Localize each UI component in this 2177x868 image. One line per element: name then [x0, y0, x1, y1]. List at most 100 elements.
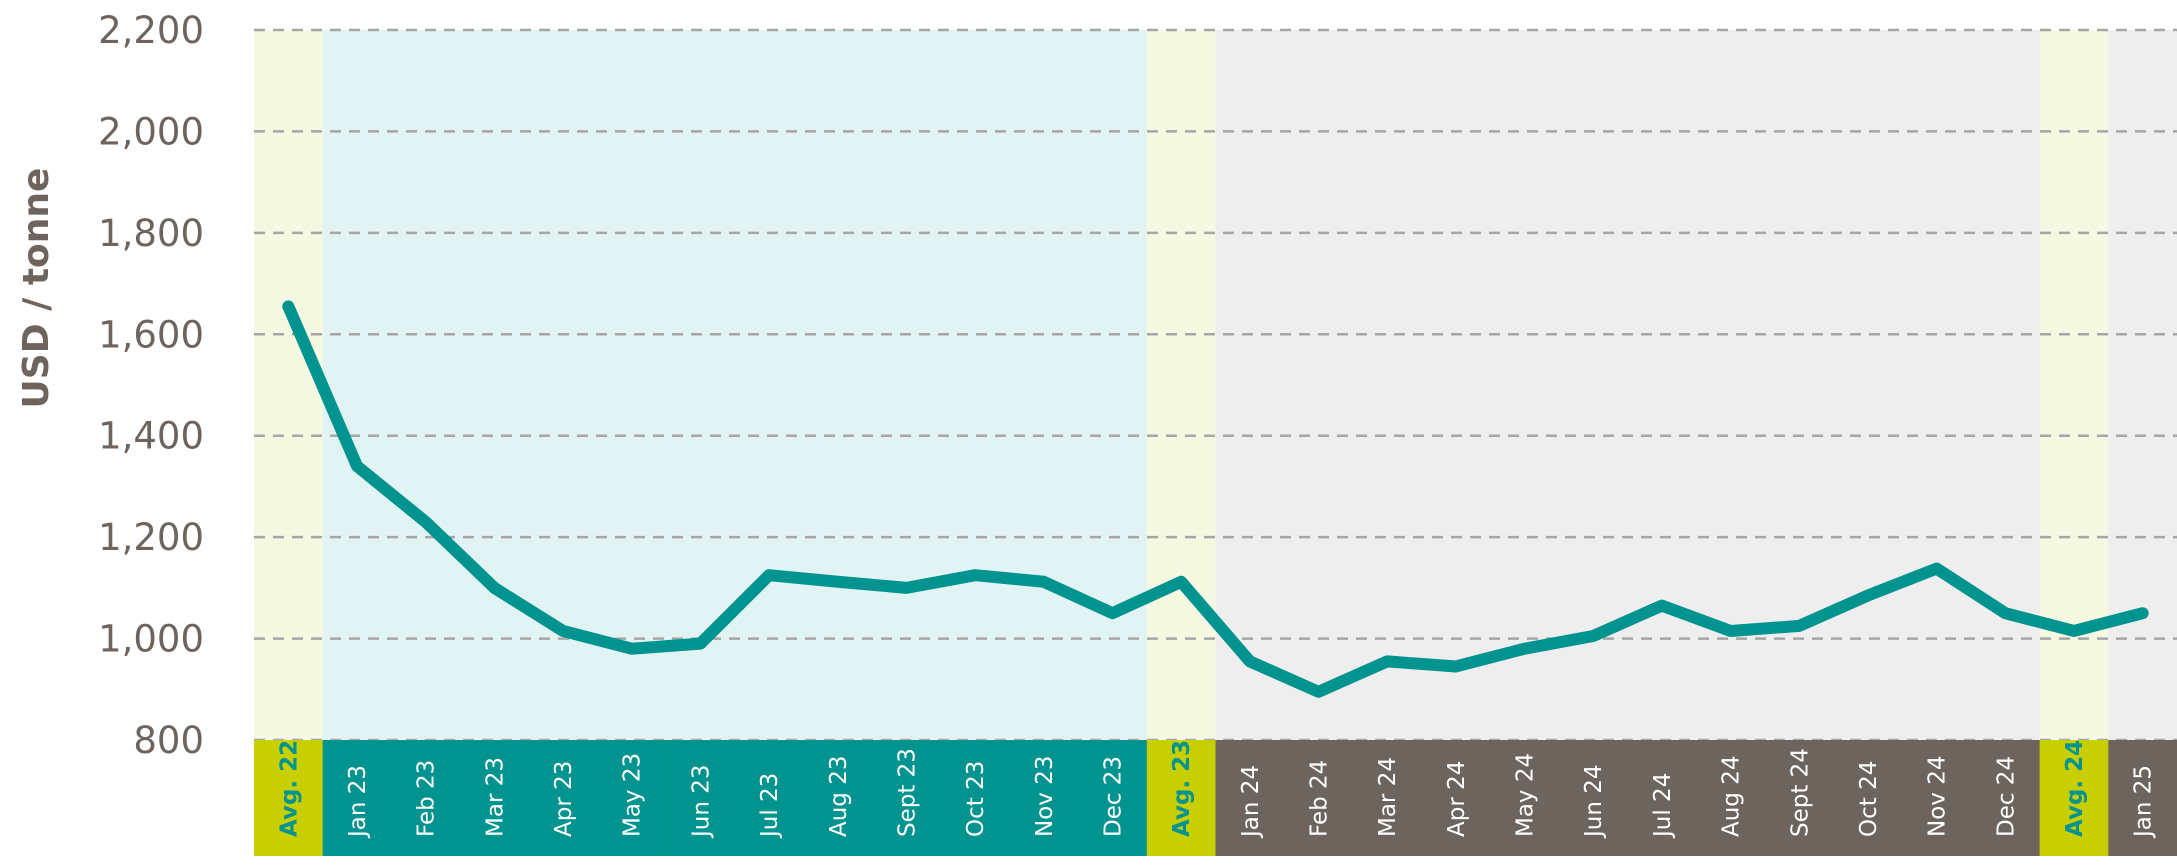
data-point: [974, 574, 976, 576]
x-label-cell-6: [666, 740, 736, 856]
data-point: [699, 643, 701, 645]
x-tick-label: Sept 24: [1787, 748, 1813, 837]
data-point: [287, 305, 289, 307]
y-tick-label: 1,800: [98, 212, 204, 255]
series-line: [282, 300, 2149, 698]
x-tick-label: Jun 23: [688, 764, 714, 839]
x-label-cell-14: [1215, 740, 1285, 856]
data-point: [562, 630, 564, 632]
data-point: [1524, 648, 1526, 650]
x-tick-label: Apr 24: [1444, 761, 1470, 837]
band-8: [803, 30, 873, 740]
x-tick-label: Feb 23: [414, 760, 440, 837]
data-point: [768, 574, 770, 576]
x-tick-label: Mar 23: [482, 757, 508, 837]
x-tick-label: May 24: [1513, 753, 1539, 837]
x-label-cell-9: [872, 740, 942, 856]
band-14: [1215, 30, 1285, 740]
x-tick-label: Aug 24: [1719, 756, 1745, 838]
data-point: [425, 521, 427, 523]
data-point: [1111, 612, 1113, 614]
x-label-cell-16: [1352, 740, 1423, 856]
x-tick-label: Jan 25: [2131, 765, 2157, 839]
y-axis-label: USD / tonne: [16, 168, 57, 409]
band-9: [872, 30, 942, 740]
data-point: [2073, 630, 2075, 632]
x-label-cell-23: [1833, 740, 1903, 856]
x-label-cell-18: [1490, 740, 1560, 856]
x-tick-label: Mar 24: [1375, 757, 1401, 837]
x-label-cell-0: [254, 740, 324, 856]
y-tick-label: 1,200: [98, 516, 204, 559]
x-label-cell-7: [734, 740, 805, 856]
x-label-cell-27: [2108, 740, 2177, 856]
data-point: [631, 648, 633, 650]
x-axis-category-labels: Avg. 22 Jan 23 Feb 23 Mar 23 Apr 23 May 23 Jun…: [254, 740, 2177, 856]
band-6: [666, 30, 736, 740]
x-tick-label: Sept 23: [894, 748, 920, 837]
x-label-cell-8: [803, 740, 873, 856]
x-label-cell-13: [1146, 740, 1217, 856]
x-label-cell-17: [1421, 740, 1491, 856]
band-0: [254, 30, 324, 740]
data-point: [1730, 630, 1732, 632]
y-tick-label: 1,600: [98, 313, 204, 356]
x-label-cell-21: [1696, 740, 1766, 856]
y-tick-label: 2,000: [98, 110, 204, 153]
y-tick-label: 800: [133, 719, 204, 762]
y-axis-tick-labels: 800 1,000 1,200 1,400 1,600 1,800 2,000 2,200: [98, 9, 204, 762]
x-tick-label: Avg. 22: [276, 740, 302, 837]
x-label-cell-24: [1902, 740, 1972, 856]
x-tick-label: Avg. 24: [2062, 740, 2088, 837]
x-label-cell-4: [528, 740, 598, 856]
x-label-cell-5: [597, 740, 667, 856]
band-25: [1970, 30, 2041, 740]
data-point: [493, 587, 495, 589]
x-tick-label: Aug 23: [826, 756, 852, 838]
band-7: [734, 30, 805, 740]
x-tick-label: Dec 24: [1993, 756, 2019, 837]
x-tick-label: Oct 24: [1856, 761, 1882, 837]
x-label-cell-26: [2039, 740, 2109, 856]
x-label-cell-2: [391, 740, 461, 856]
x-tick-label: Nov 23: [1032, 756, 1058, 837]
band-11: [1009, 30, 1079, 740]
x-tick-label: Jul 23: [757, 773, 783, 839]
band-12: [1078, 30, 1148, 740]
band-24: [1902, 30, 1972, 740]
period-background-bands: [254, 30, 2177, 740]
data-point: [1661, 605, 1663, 607]
band-3: [460, 30, 530, 740]
data-point: [2142, 612, 2144, 614]
data-point: [837, 581, 839, 583]
data-point: [1936, 568, 1938, 570]
band-20: [1627, 30, 1697, 740]
x-tick-label: Feb 24: [1307, 760, 1333, 837]
data-point: [1249, 660, 1251, 662]
band-2: [391, 30, 461, 740]
band-16: [1352, 30, 1423, 740]
x-tick-label: Oct 23: [963, 761, 989, 837]
data-point: [1180, 581, 1182, 583]
x-label-cell-1: [322, 740, 392, 856]
y-tick-label: 1,400: [98, 415, 204, 458]
x-tick-label: Apr 23: [551, 761, 577, 837]
band-17: [1421, 30, 1491, 740]
y-tick-label: 2,200: [98, 9, 204, 52]
band-5: [597, 30, 667, 740]
x-tick-label: Jun 24: [1581, 764, 1607, 839]
band-15: [1284, 30, 1354, 740]
band-1: [322, 30, 392, 740]
band-23: [1833, 30, 1903, 740]
data-point: [1043, 581, 1045, 583]
x-label-cell-3: [460, 740, 530, 856]
band-18: [1490, 30, 1560, 740]
band-27: [2108, 30, 2177, 740]
band-10: [940, 30, 1011, 740]
x-tick-label: Nov 24: [1925, 756, 1951, 837]
x-label-cell-25: [1970, 740, 2041, 856]
data-point: [1867, 594, 1869, 596]
data-point: [2004, 612, 2006, 614]
data-point: [1798, 625, 1800, 627]
x-tick-label: Dec 23: [1100, 756, 1126, 837]
